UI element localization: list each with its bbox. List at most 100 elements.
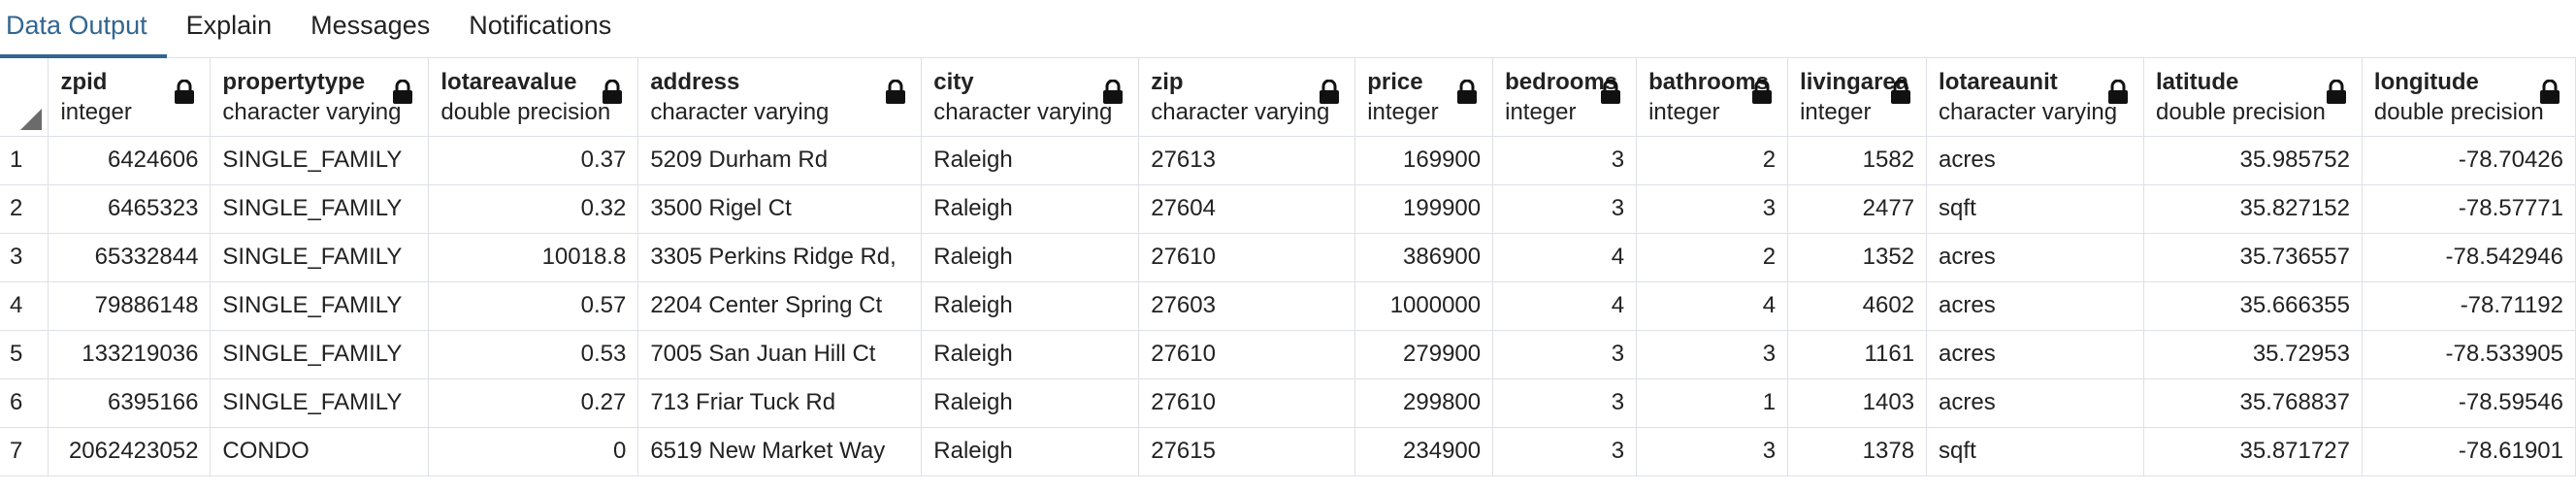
cell-zip[interactable]: 27610 <box>1138 233 1356 282</box>
cell-lotareavalue[interactable]: 10018.8 <box>428 233 639 282</box>
cell-livingarea[interactable]: 1582 <box>1787 136 1928 185</box>
cell-address[interactable]: 713 Friar Tuck Rd <box>637 378 923 428</box>
cell-propertytype[interactable]: SINGLE_FAMILY <box>210 136 430 185</box>
cell-zpid[interactable]: 65332844 <box>48 233 212 282</box>
cell-zpid[interactable]: 6395166 <box>48 378 212 428</box>
table-row[interactable]: 6 6395166 SINGLE_FAMILY 0.27 713 Friar Tuck … <box>0 378 2576 428</box>
cell-price[interactable]: 299800 <box>1354 378 1494 428</box>
column-header-price[interactable]: price integer <box>1354 58 1494 137</box>
cell-propertytype[interactable]: SINGLE_FAMILY <box>210 184 430 234</box>
cell-longitude[interactable]: -78.70426 <box>2362 136 2576 185</box>
cell-bathrooms[interactable]: 2 <box>1636 233 1789 282</box>
cell-city[interactable]: Raleigh <box>921 330 1140 379</box>
table-row[interactable]: 3 65332844 SINGLE_FAMILY 10018.8 3305 Perkin… <box>0 233 2576 282</box>
cell-latitude[interactable]: 35.72953 <box>2143 330 2363 379</box>
row-number[interactable]: 4 <box>0 281 49 331</box>
cell-zip[interactable]: 27615 <box>1138 427 1356 476</box>
cell-address[interactable]: 7005 San Juan Hill Ct <box>637 330 923 379</box>
cell-bedrooms[interactable]: 4 <box>1492 281 1638 331</box>
cell-price[interactable]: 279900 <box>1354 330 1494 379</box>
cell-longitude[interactable]: -78.59546 <box>2362 378 2576 428</box>
cell-bathrooms[interactable]: 3 <box>1636 330 1789 379</box>
cell-longitude[interactable]: -78.533905 <box>2362 330 2576 379</box>
column-header-latitude[interactable]: latitude double precision <box>2143 58 2363 137</box>
cell-zpid[interactable]: 133219036 <box>48 330 212 379</box>
cell-lotareavalue[interactable]: 0.57 <box>428 281 639 331</box>
cell-propertytype[interactable]: SINGLE_FAMILY <box>210 330 430 379</box>
column-header-livingarea[interactable]: livingarea integer <box>1787 58 1928 137</box>
table-row[interactable]: 1 6424606 SINGLE_FAMILY 0.37 5209 Durham Rd R… <box>0 136 2576 185</box>
cell-latitude[interactable]: 35.827152 <box>2143 184 2363 234</box>
row-number[interactable]: 7 <box>0 427 49 476</box>
column-header-zpid[interactable]: zpid integer <box>48 58 212 137</box>
cell-bedrooms[interactable]: 3 <box>1492 427 1638 476</box>
cell-city[interactable]: Raleigh <box>921 136 1140 185</box>
cell-city[interactable]: Raleigh <box>921 378 1140 428</box>
cell-lotareaunit[interactable]: sqft <box>1926 184 2144 234</box>
cell-propertytype[interactable]: SINGLE_FAMILY <box>210 281 430 331</box>
table-row[interactable]: 5 133219036 SINGLE_FAMILY 0.53 7005 San Juan… <box>0 330 2576 379</box>
cell-lotareavalue[interactable]: 0.27 <box>428 378 639 428</box>
cell-livingarea[interactable]: 1352 <box>1787 233 1928 282</box>
row-number[interactable]: 5 <box>0 330 49 379</box>
tab-explain[interactable]: Explain <box>185 11 273 40</box>
column-header-lotareavalue[interactable]: lotareavalue double precision <box>428 58 639 137</box>
cell-lotareaunit[interactable]: acres <box>1926 330 2144 379</box>
select-all-corner[interactable] <box>0 58 49 137</box>
cell-price[interactable]: 386900 <box>1354 233 1494 282</box>
cell-zpid[interactable]: 6424606 <box>48 136 212 185</box>
cell-city[interactable]: Raleigh <box>921 427 1140 476</box>
tab-data-output[interactable]: Data Output <box>0 11 167 58</box>
cell-livingarea[interactable]: 2477 <box>1787 184 1928 234</box>
cell-address[interactable]: 6519 New Market Way <box>637 427 923 476</box>
column-header-bathrooms[interactable]: bathrooms integer <box>1636 58 1789 137</box>
cell-zip[interactable]: 27613 <box>1138 136 1356 185</box>
cell-lotareavalue[interactable]: 0.53 <box>428 330 639 379</box>
cell-bathrooms[interactable]: 3 <box>1636 427 1789 476</box>
cell-bedrooms[interactable]: 4 <box>1492 233 1638 282</box>
cell-bedrooms[interactable]: 3 <box>1492 378 1638 428</box>
cell-propertytype[interactable]: SINGLE_FAMILY <box>210 233 430 282</box>
cell-latitude[interactable]: 35.871727 <box>2143 427 2363 476</box>
table-row[interactable]: 7 2062423052 CONDO 0 6519 New Market Way Rale… <box>0 427 2576 476</box>
cell-livingarea[interactable]: 1403 <box>1787 378 1928 428</box>
column-header-address[interactable]: address character varying <box>637 58 923 137</box>
cell-city[interactable]: Raleigh <box>921 281 1140 331</box>
cell-address[interactable]: 2204 Center Spring Ct <box>637 281 923 331</box>
cell-propertytype[interactable]: SINGLE_FAMILY <box>210 378 430 428</box>
row-number[interactable]: 2 <box>0 184 49 234</box>
column-header-propertytype[interactable]: propertytype character varying <box>210 58 430 137</box>
cell-longitude[interactable]: -78.57771 <box>2362 184 2576 234</box>
cell-zip[interactable]: 27610 <box>1138 330 1356 379</box>
cell-lotareaunit[interactable]: sqft <box>1926 427 2144 476</box>
tab-notifications[interactable]: Notifications <box>469 11 612 40</box>
cell-livingarea[interactable]: 1378 <box>1787 427 1928 476</box>
cell-longitude[interactable]: -78.71192 <box>2362 281 2576 331</box>
cell-latitude[interactable]: 35.736557 <box>2143 233 2363 282</box>
column-header-bedrooms[interactable]: bedrooms integer <box>1492 58 1638 137</box>
row-number[interactable]: 1 <box>0 136 49 185</box>
cell-bedrooms[interactable]: 3 <box>1492 184 1638 234</box>
cell-price[interactable]: 1000000 <box>1354 281 1494 331</box>
cell-bedrooms[interactable]: 3 <box>1492 330 1638 379</box>
cell-price[interactable]: 199900 <box>1354 184 1494 234</box>
cell-zip[interactable]: 27603 <box>1138 281 1356 331</box>
cell-longitude[interactable]: -78.542946 <box>2362 233 2576 282</box>
row-number[interactable]: 3 <box>0 233 49 282</box>
cell-longitude[interactable]: -78.61901 <box>2362 427 2576 476</box>
cell-address[interactable]: 5209 Durham Rd <box>637 136 923 185</box>
cell-bedrooms[interactable]: 3 <box>1492 136 1638 185</box>
cell-price[interactable]: 169900 <box>1354 136 1494 185</box>
table-row[interactable]: 2 6465323 SINGLE_FAMILY 0.32 3500 Rigel Ct Ra… <box>0 184 2576 234</box>
cell-price[interactable]: 234900 <box>1354 427 1494 476</box>
cell-address[interactable]: 3305 Perkins Ridge Rd, <box>637 233 923 282</box>
table-row[interactable]: 4 79886148 SINGLE_FAMILY 0.57 2204 Center Sp… <box>0 281 2576 331</box>
cell-lotareaunit[interactable]: acres <box>1926 281 2144 331</box>
cell-livingarea[interactable]: 4602 <box>1787 281 1928 331</box>
column-header-city[interactable]: city character varying <box>921 58 1140 137</box>
cell-propertytype[interactable]: CONDO <box>210 427 430 476</box>
cell-bathrooms[interactable]: 4 <box>1636 281 1789 331</box>
cell-bathrooms[interactable]: 1 <box>1636 378 1789 428</box>
cell-zpid[interactable]: 79886148 <box>48 281 212 331</box>
column-header-zip[interactable]: zip character varying <box>1138 58 1356 137</box>
